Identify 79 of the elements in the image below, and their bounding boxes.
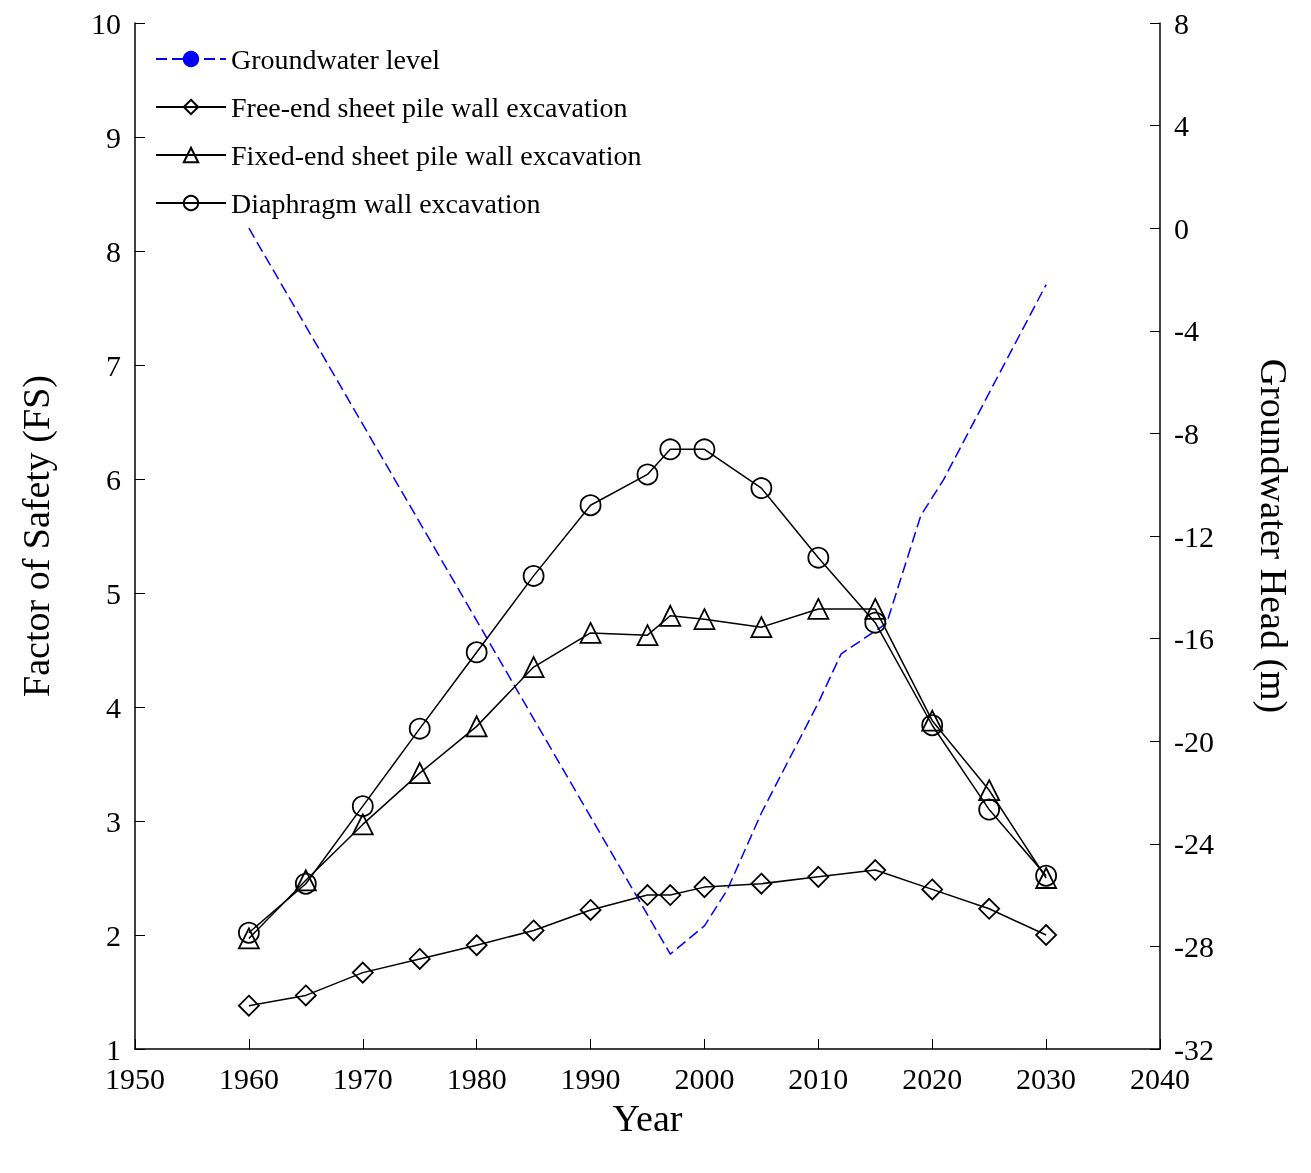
point: [579, 494, 602, 517]
x-tick-label: 1970: [332, 1061, 393, 1095]
point: [659, 438, 682, 461]
legend-label: Fixed-end sheet pile wall excavation: [231, 139, 642, 171]
x-tick-label: 2020: [902, 1061, 963, 1095]
x-tick-label: 2000: [674, 1061, 735, 1095]
point: [579, 899, 602, 921]
y2-tick-label: -12: [1174, 519, 1214, 553]
point: [522, 565, 545, 587]
point: [465, 641, 488, 664]
x-tick-label: 2030: [1016, 1061, 1077, 1095]
y2-tick-label: -4: [1174, 314, 1199, 348]
point: [978, 779, 1001, 802]
y-tick-label: 3: [106, 804, 121, 838]
point: [408, 762, 431, 785]
y2-tick-label: -28: [1174, 929, 1214, 963]
y2-tick-label: 4: [1174, 109, 1189, 143]
x-tick-label: 1980: [446, 1061, 507, 1095]
point: [864, 611, 887, 634]
legend-label: Diaphragm wall excavation: [231, 187, 541, 219]
y-axis-title: Factor of Safety (FS): [15, 375, 58, 697]
point: [636, 884, 659, 906]
line-series: [248, 227, 1047, 955]
point: [693, 608, 716, 631]
point: [579, 622, 602, 644]
y2-tick-label: -16: [1174, 622, 1214, 656]
x-tick-label: 1990: [560, 1061, 621, 1095]
y-tick-label: 8: [106, 234, 121, 268]
x-tick-label: 1960: [218, 1061, 279, 1095]
point: [351, 961, 374, 984]
point: [522, 656, 545, 678]
point: [750, 616, 773, 639]
point: [522, 919, 545, 942]
point: [659, 604, 682, 627]
x-axis-title: Year: [612, 1097, 683, 1139]
point: [978, 897, 1001, 920]
point: [408, 948, 431, 970]
point: [807, 865, 830, 888]
point: [636, 463, 659, 486]
y2-tick-label: 8: [1174, 6, 1189, 40]
point: [465, 715, 488, 738]
y-tick-label: 6: [106, 462, 121, 496]
y-tick-label: 9: [106, 120, 121, 154]
point: [351, 795, 374, 818]
legend-label: Free-end sheet pile wall excavation: [231, 91, 628, 123]
point: [750, 872, 773, 895]
point: [693, 876, 716, 899]
y-tick-label: 7: [106, 348, 121, 382]
y-tick-label: 5: [106, 576, 121, 610]
point: [921, 714, 944, 737]
point: [294, 984, 317, 1007]
point: [921, 878, 944, 901]
point: [921, 709, 944, 732]
point: [351, 813, 374, 836]
point: [978, 798, 1001, 821]
y2-tick-label: -24: [1174, 827, 1214, 861]
y2-tick-label: -8: [1174, 416, 1199, 450]
point: [807, 598, 830, 620]
point: [693, 438, 716, 461]
point: [864, 859, 887, 881]
point: [408, 717, 431, 740]
x-tick-label: 2010: [788, 1061, 849, 1095]
y2-tick-label: 0: [1174, 211, 1189, 245]
point: [1035, 924, 1058, 946]
point: [750, 477, 773, 500]
point: [807, 546, 830, 569]
y2-tick-label: -20: [1174, 724, 1214, 758]
point: [465, 934, 488, 957]
point: [864, 598, 887, 620]
y-tick-label: 10: [91, 6, 121, 40]
legend-label: Groundwater level: [231, 43, 441, 75]
point: [636, 624, 659, 647]
y-tick-label: 2: [106, 918, 121, 952]
y2-axis-title: Groundwater Head (m): [1252, 358, 1295, 714]
point: [238, 921, 260, 944]
y-tick-label: 4: [106, 690, 121, 724]
point: [237, 927, 260, 950]
point: [237, 994, 260, 1017]
point: [659, 884, 682, 906]
